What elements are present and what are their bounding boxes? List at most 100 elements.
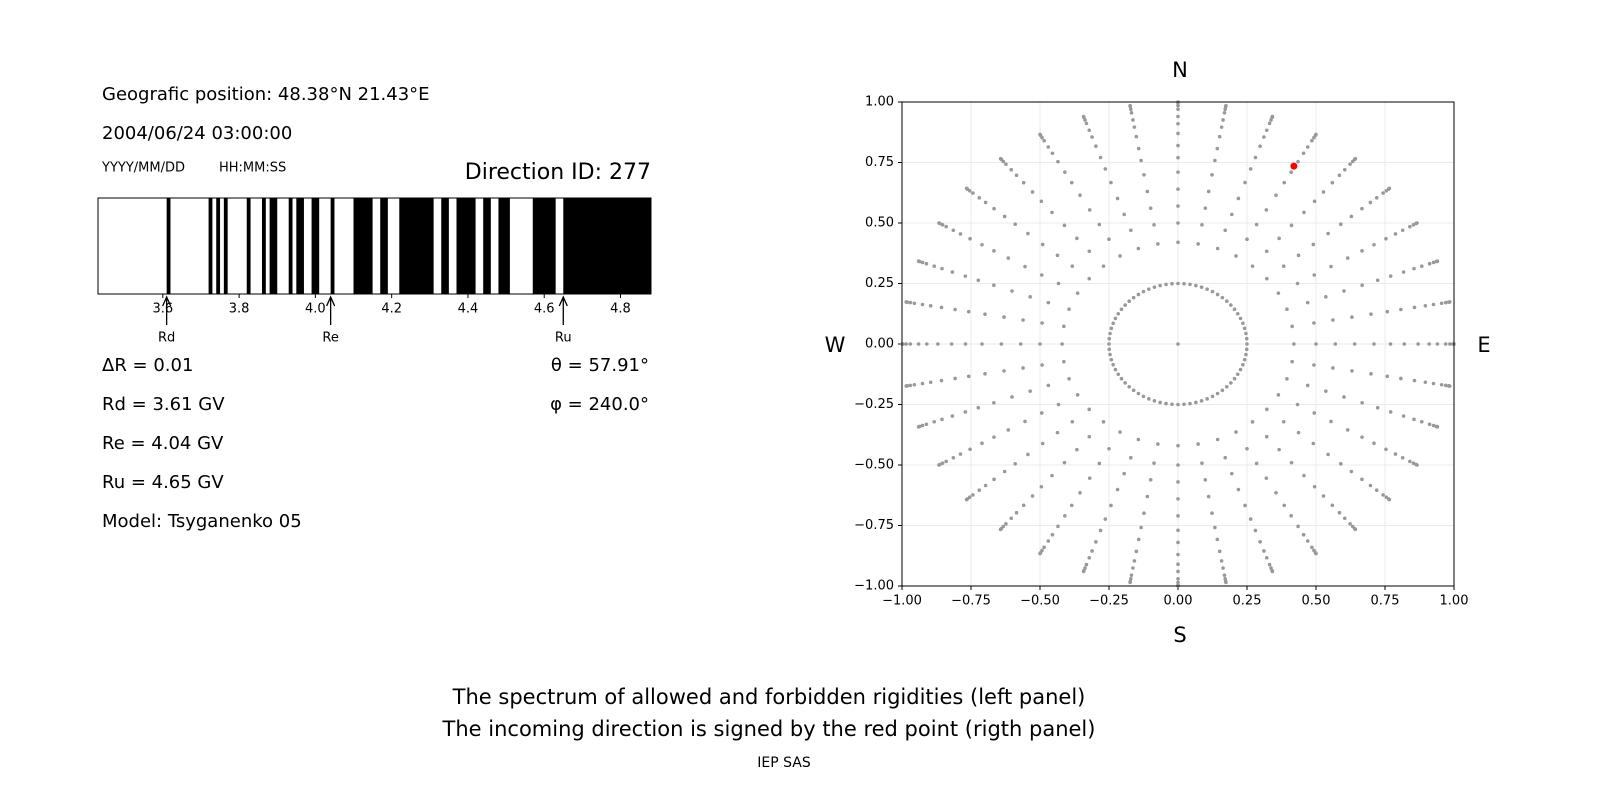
y-tick-label: 0.25	[865, 276, 894, 291]
direction-point	[1040, 441, 1045, 446]
direction-point	[1152, 285, 1157, 289]
direction-point	[1009, 167, 1014, 172]
time-format: HH:MM:SS	[219, 161, 286, 176]
direction-point	[1107, 336, 1112, 341]
direction-point	[1337, 173, 1342, 178]
direction-point	[1311, 242, 1316, 247]
direction-point	[1203, 478, 1208, 482]
compass-n: N	[1172, 58, 1188, 82]
direction-point	[1277, 236, 1281, 241]
direction-point	[1312, 321, 1316, 325]
direction-point	[1277, 447, 1281, 452]
direction-point	[1412, 266, 1416, 271]
direction-point	[904, 342, 908, 346]
direction-point	[1136, 537, 1141, 542]
direction-point	[966, 374, 971, 379]
direction-point	[937, 221, 941, 225]
direction-point	[1084, 121, 1089, 126]
forbidden-band	[532, 198, 556, 294]
direction-point	[1241, 321, 1245, 326]
direction-point	[1087, 476, 1092, 480]
direction-point	[1435, 342, 1440, 346]
direction-point	[980, 242, 984, 247]
direction-point	[1329, 419, 1333, 424]
direction-point	[1026, 452, 1030, 457]
direction-point	[1002, 369, 1006, 373]
direction-point	[1360, 435, 1364, 439]
direction-point	[1006, 256, 1011, 260]
direction-point	[1408, 224, 1412, 229]
direction-point	[1002, 469, 1007, 474]
direction-point	[1302, 210, 1306, 215]
direction-point	[1097, 222, 1102, 227]
direction-point	[1401, 414, 1406, 418]
direction-point	[1042, 138, 1046, 143]
direction-point	[1141, 394, 1146, 399]
direction-point	[1050, 532, 1055, 537]
direction-point	[1229, 303, 1233, 307]
forbidden-band	[498, 198, 510, 294]
direction-point	[1176, 131, 1180, 136]
direction-point	[1205, 287, 1209, 291]
direction-point	[1087, 128, 1092, 133]
direction-point	[1023, 419, 1027, 424]
direction-point	[1176, 443, 1180, 448]
direction-point	[1385, 374, 1390, 379]
direction-point	[1419, 420, 1424, 424]
direction-point	[1119, 307, 1124, 312]
direction-point	[1136, 146, 1141, 151]
direction-point	[1388, 274, 1393, 278]
forbidden-band	[353, 198, 373, 294]
direction-point	[1109, 503, 1113, 508]
direction-point	[1230, 471, 1234, 476]
x-tick-label: 4.2	[381, 302, 402, 317]
direction-point	[1087, 276, 1091, 281]
direction-point	[1107, 237, 1111, 242]
direction-point	[951, 228, 956, 233]
direction-point	[1127, 384, 1132, 389]
direction-point	[912, 301, 917, 306]
y-tick-label: 0.50	[865, 216, 894, 231]
direction-point	[908, 342, 913, 346]
direction-point	[1176, 103, 1180, 108]
direction-point	[1075, 447, 1079, 452]
forbidden-band	[563, 198, 651, 294]
direction-point	[1388, 342, 1393, 346]
direction-point	[1235, 372, 1240, 377]
y-tick-label: −0.50	[854, 458, 894, 473]
direction-point	[963, 410, 968, 414]
direction-point	[932, 264, 937, 268]
direction-point	[1245, 237, 1249, 242]
direction-point	[916, 342, 921, 346]
direction-point	[1360, 249, 1364, 253]
direction-point	[1087, 208, 1092, 212]
direction-point	[1039, 484, 1044, 489]
direction-point	[1182, 281, 1186, 286]
direction-point	[1122, 471, 1126, 476]
direction-point	[944, 224, 948, 229]
direction-point	[1254, 222, 1259, 227]
direction-point	[1103, 167, 1108, 171]
marker-arrow	[326, 295, 336, 325]
x-tick-label: −0.25	[1089, 594, 1129, 609]
direction-point	[912, 382, 917, 387]
direction-point	[1067, 307, 1071, 312]
direction-point	[1412, 378, 1417, 383]
forbidden-band	[288, 198, 293, 294]
direction-point	[1262, 135, 1266, 139]
direction-point	[1423, 303, 1428, 308]
direction-point	[1427, 422, 1432, 427]
direction-point	[1253, 155, 1258, 160]
direction-point	[1062, 324, 1066, 329]
direction-point	[1224, 103, 1228, 108]
y-tick-label: 0.00	[865, 337, 894, 352]
direction-point	[1176, 143, 1180, 148]
date-format: YYYY/MM/DD	[101, 161, 185, 176]
direction-point	[1101, 264, 1106, 268]
direction-point	[1285, 307, 1289, 312]
direction-point	[1078, 491, 1082, 495]
caption-line: The spectrum of allowed and forbidden ri…	[452, 685, 1086, 709]
direction-point	[1238, 367, 1243, 372]
direction-point	[1141, 289, 1146, 294]
direction-point	[1111, 362, 1115, 367]
